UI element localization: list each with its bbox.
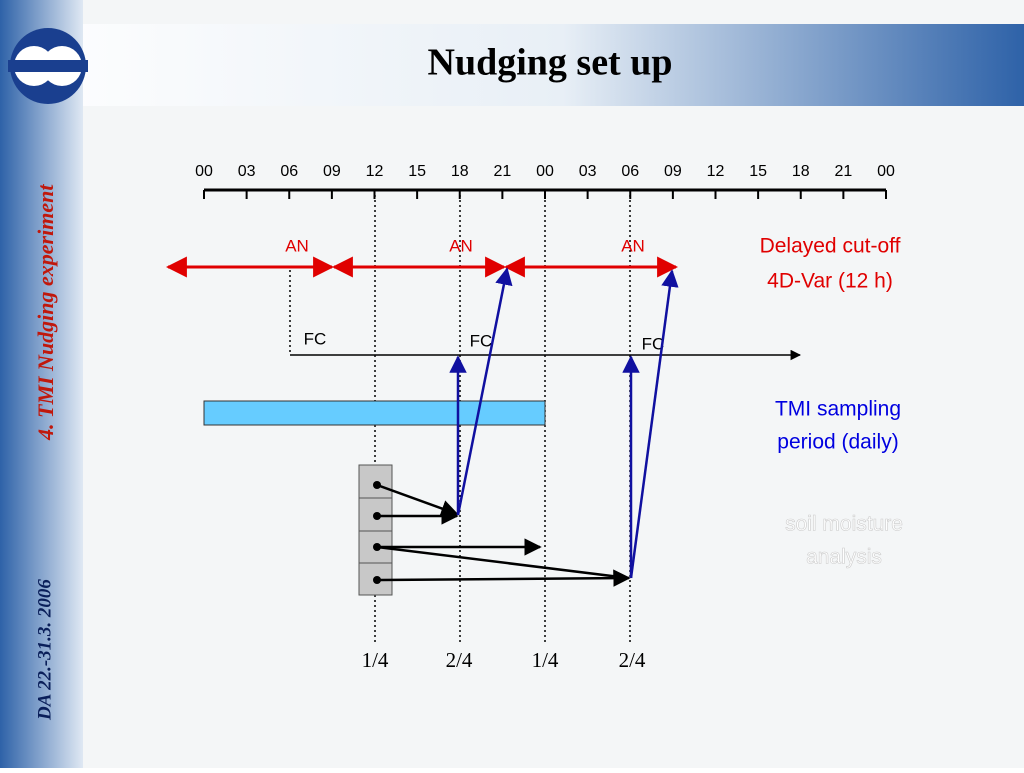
time-label: 15 <box>749 163 767 180</box>
tmi-note: period (daily) <box>777 431 898 454</box>
time-label: 00 <box>195 163 213 180</box>
fraction-label: 1/4 <box>362 648 389 672</box>
time-label: 09 <box>664 163 682 180</box>
time-label: 06 <box>621 163 639 180</box>
time-label: 09 <box>323 163 341 180</box>
time-label: 06 <box>280 163 298 180</box>
title: Nudging set up <box>428 42 673 84</box>
fc-label: FC <box>470 331 493 350</box>
tmi-note: TMI sampling <box>775 398 901 421</box>
time-label: 03 <box>238 163 256 180</box>
time-label: 12 <box>707 163 725 180</box>
fc-label: FC <box>304 329 327 348</box>
top-band <box>0 24 1024 106</box>
an-label: AN <box>621 236 645 255</box>
sidebar <box>0 0 83 768</box>
logo <box>8 28 88 104</box>
time-label: 00 <box>536 163 554 180</box>
an-note: Delayed cut-off <box>760 235 901 258</box>
time-label: 12 <box>366 163 384 180</box>
time-label: 21 <box>493 163 511 180</box>
fraction-label: 2/4 <box>446 648 473 672</box>
time-label: 15 <box>408 163 426 180</box>
an-label: AN <box>449 236 473 255</box>
an-labels: AN AN AN <box>285 236 645 255</box>
fraction-label: 2/4 <box>619 648 646 672</box>
time-label: 18 <box>451 163 469 180</box>
blue-arrows <box>449 267 679 579</box>
time-label: 18 <box>792 163 810 180</box>
sample-arrows <box>376 483 631 587</box>
time-label: 21 <box>834 163 852 180</box>
fraction-label: 1/4 <box>532 648 559 672</box>
sample-dots <box>373 481 381 584</box>
fractions: 1/4 2/4 1/4 2/4 <box>362 648 646 672</box>
date-label: DA 22.-31.3. 2006 <box>34 579 55 721</box>
fc-label: FC <box>642 334 665 353</box>
soil-note: soil moisture <box>785 513 903 536</box>
an-note: 4D-Var (12 h) <box>767 270 893 293</box>
time-label: 03 <box>579 163 597 180</box>
an-label: AN <box>285 236 309 255</box>
section-label: 4. TMI Nudging experiment <box>33 184 58 441</box>
soil-note: analysis <box>806 546 882 569</box>
tmi-bar <box>203 400 546 426</box>
time-label: 00 <box>877 163 895 180</box>
